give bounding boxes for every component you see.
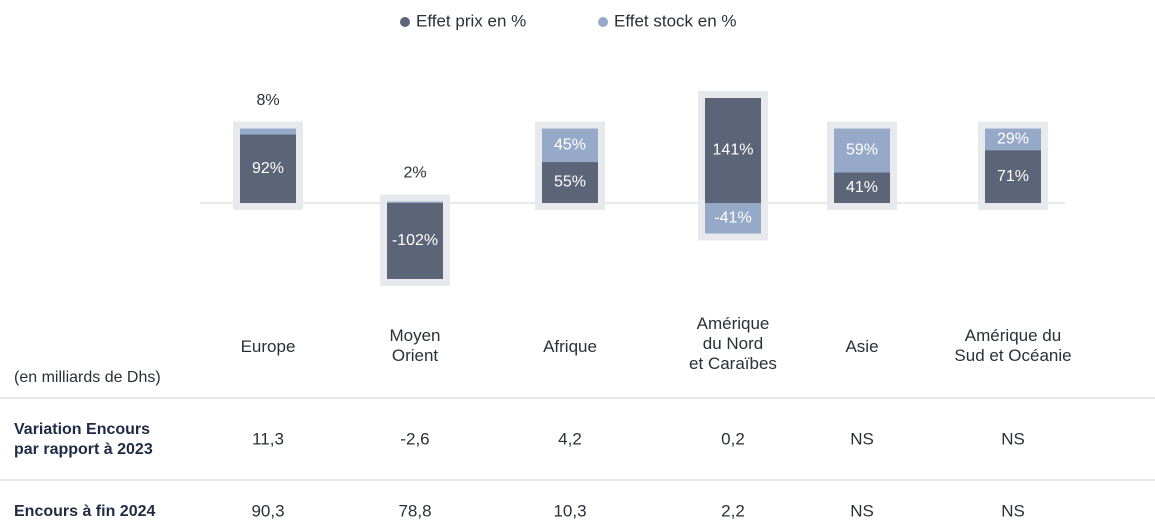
legend-marker: [598, 17, 608, 27]
data-label: 59%: [846, 142, 878, 159]
data-label: 55%: [554, 174, 586, 191]
table-cell: 2,2: [721, 501, 745, 520]
data-label: 29%: [997, 131, 1029, 148]
table-cell: NS: [850, 501, 874, 520]
data-label: 2%: [403, 165, 426, 182]
bar-segment: [985, 128, 1041, 151]
table-unit: (en milliards de Dhs): [14, 369, 161, 386]
table-cell: NS: [1001, 429, 1025, 448]
bar-segment: [834, 172, 890, 203]
table-cell: 0,2: [721, 429, 745, 448]
legend-marker: [400, 17, 410, 27]
table-cell: 90,3: [251, 501, 284, 520]
row-label: Encours à fin 2024: [14, 503, 156, 520]
legend-label: Effet prix en %: [416, 11, 526, 30]
data-label: 8%: [256, 92, 279, 109]
category-label: Amérique du Nord et Caraïbes: [689, 314, 777, 373]
bar-segment: [705, 98, 761, 203]
category-label: Europe: [240, 337, 296, 356]
category-label: Asie: [845, 337, 879, 356]
bar-segment: [705, 203, 761, 234]
category-label: Moyen Orient: [389, 326, 441, 365]
data-label: 45%: [554, 137, 586, 154]
table-cell: NS: [850, 429, 874, 448]
table-cell: 11,3: [252, 429, 284, 448]
table-cell: -2,6: [400, 429, 429, 448]
category-label: Amérique du Sud et Océanie: [954, 326, 1072, 365]
bar-segment: [240, 128, 296, 135]
category-label: Afrique: [543, 337, 597, 356]
data-label: 71%: [997, 168, 1029, 185]
table-cell: 4,2: [558, 429, 582, 448]
data-label: 141%: [713, 142, 754, 159]
row-label: Variation Encours par rapport à 2023: [14, 421, 153, 458]
table-cell: 78,8: [398, 501, 431, 520]
bar-segment: [387, 203, 443, 279]
data-label: -41%: [714, 209, 751, 226]
bar-segment: [240, 134, 296, 203]
bar-segment: [542, 162, 598, 203]
bar-segment: [985, 150, 1041, 203]
data-label: 41%: [846, 179, 878, 196]
bar-segment: [387, 201, 443, 203]
table-cell: 10,3: [553, 501, 586, 520]
bar-segment: [834, 128, 890, 173]
data-label: -102%: [392, 232, 438, 249]
legend-label: Effet stock en %: [614, 11, 737, 30]
table-cell: NS: [1001, 501, 1025, 520]
bar-segment: [542, 128, 598, 163]
data-label: 92%: [252, 160, 284, 177]
